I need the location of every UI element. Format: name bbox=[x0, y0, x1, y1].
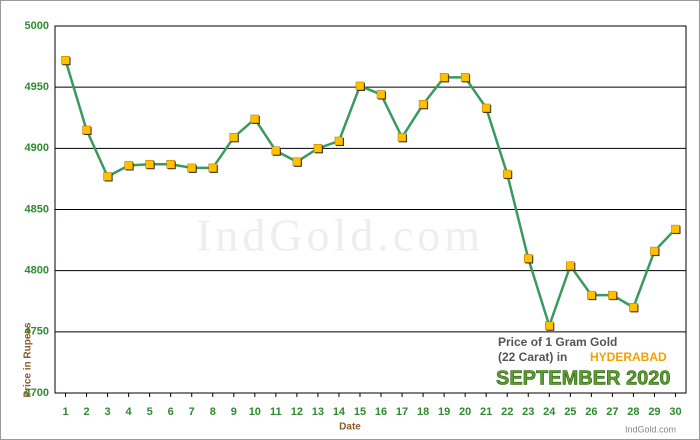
marker bbox=[61, 56, 70, 65]
y-tick-label: 4700 bbox=[25, 387, 49, 399]
x-tick-label: 4 bbox=[126, 406, 133, 418]
y-tick-label: 4800 bbox=[25, 265, 49, 277]
marker bbox=[545, 321, 554, 330]
legend-box bbox=[494, 333, 680, 391]
marker bbox=[502, 169, 512, 179]
x-tick-label: 28 bbox=[627, 406, 639, 418]
x-tick-label: 20 bbox=[459, 406, 471, 418]
x-tick-label: 9 bbox=[231, 406, 237, 418]
x-tick-label: 12 bbox=[291, 406, 303, 418]
y-tick-label: 4900 bbox=[25, 142, 49, 154]
marker bbox=[229, 133, 239, 142]
x-tick-label: 16 bbox=[375, 406, 387, 418]
marker bbox=[671, 224, 680, 234]
marker bbox=[271, 146, 281, 156]
marker bbox=[629, 303, 638, 312]
marker bbox=[439, 73, 449, 82]
y-tick-label: 4850 bbox=[25, 203, 49, 215]
x-tick-label: 19 bbox=[438, 406, 450, 418]
watermark: IndGold.com bbox=[196, 210, 484, 261]
x-tick-label: 30 bbox=[669, 406, 681, 418]
y-tick-label: 5000 bbox=[25, 20, 49, 32]
x-tick-label: 6 bbox=[168, 406, 174, 418]
x-tick-label: 10 bbox=[249, 406, 261, 418]
marker bbox=[587, 290, 596, 300]
x-tick-label: 25 bbox=[564, 406, 576, 418]
marker bbox=[82, 125, 91, 135]
x-tick-label: 27 bbox=[606, 406, 618, 418]
marker bbox=[355, 81, 365, 91]
marker bbox=[187, 163, 196, 173]
x-tick-label: 21 bbox=[480, 406, 492, 418]
marker bbox=[650, 246, 659, 256]
period: SEPTEMBER 2020 bbox=[496, 367, 671, 389]
title-line: Price of 1 Gram Gold bbox=[498, 335, 617, 349]
x-tick-label: 13 bbox=[312, 406, 324, 418]
marker bbox=[103, 172, 112, 181]
x-tick-label: 18 bbox=[417, 406, 429, 418]
marker bbox=[481, 103, 491, 113]
marker bbox=[608, 290, 617, 300]
x-tick-label: 5 bbox=[147, 406, 153, 418]
x-tick-label: 15 bbox=[354, 406, 366, 418]
source: IndGold.com bbox=[625, 424, 676, 434]
y-tick-label: 4950 bbox=[25, 81, 49, 93]
x-tick-label: 2 bbox=[83, 406, 89, 418]
marker bbox=[292, 157, 302, 167]
x-tick-label: 24 bbox=[543, 406, 556, 418]
x-tick-label: 11 bbox=[270, 406, 282, 418]
x-tick-label: 3 bbox=[105, 406, 111, 418]
x-tick-label: 17 bbox=[396, 406, 408, 418]
title-line: (22 Carat) in bbox=[498, 350, 567, 364]
x-tick-label: 26 bbox=[585, 406, 597, 418]
x-tick-label: 22 bbox=[501, 406, 513, 418]
marker bbox=[166, 159, 175, 169]
x-tick-label: 7 bbox=[189, 406, 195, 418]
marker bbox=[418, 100, 428, 109]
x-tick-label: 8 bbox=[210, 406, 216, 418]
marker bbox=[524, 254, 533, 263]
marker bbox=[208, 163, 217, 173]
x-tick-label: 1 bbox=[62, 406, 68, 418]
marker bbox=[397, 133, 407, 142]
y-axis-label: Price in Rupees bbox=[23, 322, 34, 397]
marker bbox=[460, 73, 470, 82]
marker bbox=[313, 144, 323, 153]
x-tick-label: 14 bbox=[333, 406, 346, 418]
marker bbox=[566, 261, 575, 271]
x-tick-label: 29 bbox=[648, 406, 660, 418]
marker bbox=[334, 136, 344, 146]
x-tick-label: 23 bbox=[522, 406, 534, 418]
y-tick-label: 4750 bbox=[25, 326, 49, 338]
marker bbox=[145, 159, 154, 169]
marker bbox=[124, 161, 133, 170]
x-axis-label: Date bbox=[339, 422, 361, 433]
city: HYDERABAD bbox=[590, 350, 667, 364]
marker bbox=[376, 90, 386, 99]
marker bbox=[250, 114, 260, 124]
